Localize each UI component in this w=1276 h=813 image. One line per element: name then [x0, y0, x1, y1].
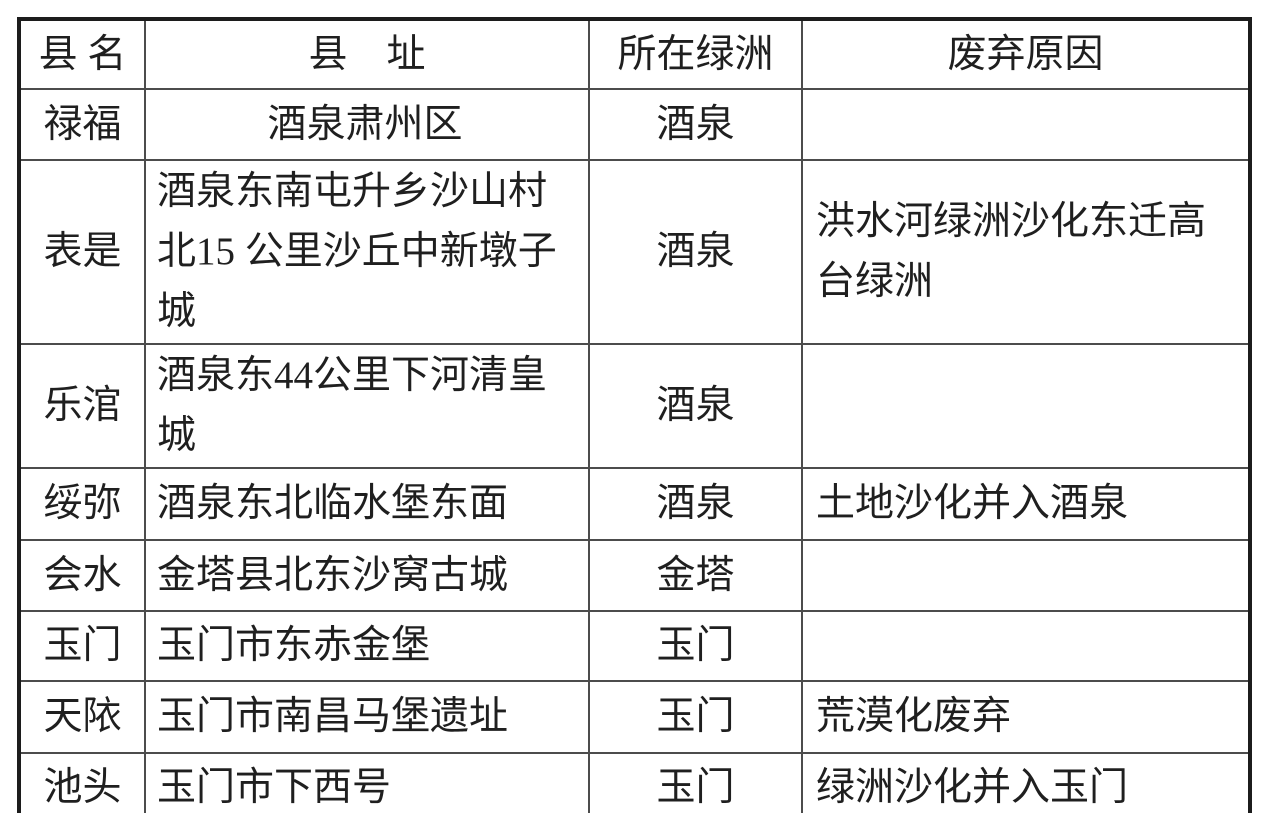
table-row: 绥弥 酒泉东北临水堡东面 酒泉 土地沙化并入酒泉 [18, 467, 1251, 541]
county-address-cell: 金塔县北东沙窝古城 [144, 539, 590, 612]
oasis-cell: 金塔 [588, 539, 803, 612]
table-row: 乐涫 酒泉东44公里下河清皇城 酒泉 [18, 343, 1251, 469]
county-name-cell: 会水 [18, 539, 146, 612]
county-name-cell: 池头 [18, 752, 146, 813]
table-row: 天䧇 玉门市南昌马堡遗址 玉门 荒漠化废弃 [18, 680, 1251, 754]
table-row: 禄福 酒泉肃州区 酒泉 [18, 88, 1251, 161]
reason-cell: 洪水河绿洲沙化东迁高台绿洲 [801, 159, 1251, 345]
abandoned-counties-table: 县 名 县 址 所在绿洲 废弃原因 禄福 酒泉肃州区 酒泉 表是 酒泉东南屯升乡… [17, 17, 1252, 813]
oasis-cell: 玉门 [588, 610, 803, 682]
reason-cell [801, 343, 1251, 469]
reason-cell: 荒漠化废弃 [801, 680, 1251, 754]
reason-cell [801, 610, 1251, 682]
header-county-name: 县 名 [18, 18, 146, 90]
county-name-cell: 表是 [18, 159, 146, 345]
county-address-cell: 玉门市下西号 [144, 752, 590, 813]
reason-cell: 绿洲沙化并入玉门 [801, 752, 1251, 813]
table-row: 会水 金塔县北东沙窝古城 金塔 [18, 539, 1251, 612]
header-oasis: 所在绿洲 [588, 18, 803, 90]
county-name-cell: 玉门 [18, 610, 146, 682]
header-row: 县 名 县 址 所在绿洲 废弃原因 [18, 18, 1251, 90]
oasis-cell: 酒泉 [588, 159, 803, 345]
county-address-cell: 酒泉东北临水堡东面 [144, 467, 590, 541]
oasis-cell: 酒泉 [588, 88, 803, 161]
county-name-cell: 禄福 [18, 88, 146, 161]
header-abandon-reason: 废弃原因 [801, 18, 1251, 90]
reason-cell [801, 88, 1251, 161]
county-address-cell: 酒泉肃州区 [144, 88, 590, 161]
county-address-cell: 酒泉东南屯升乡沙山村北15 公里沙丘中新墩子城 [144, 159, 590, 345]
table-row: 表是 酒泉东南屯升乡沙山村北15 公里沙丘中新墩子城 酒泉 洪水河绿洲沙化东迁高… [18, 159, 1251, 345]
county-name-cell: 天䧇 [18, 680, 146, 754]
table-row: 玉门 玉门市东赤金堡 玉门 [18, 610, 1251, 682]
header-county-address: 县 址 [144, 18, 590, 90]
county-name-cell: 绥弥 [18, 467, 146, 541]
county-name-cell: 乐涫 [18, 343, 146, 469]
oasis-cell: 酒泉 [588, 343, 803, 469]
oasis-cell: 酒泉 [588, 467, 803, 541]
table-row: 池头 玉门市下西号 玉门 绿洲沙化并入玉门 [18, 752, 1251, 813]
oasis-cell: 玉门 [588, 680, 803, 754]
reason-cell: 土地沙化并入酒泉 [801, 467, 1251, 541]
county-address-cell: 玉门市南昌马堡遗址 [144, 680, 590, 754]
oasis-cell: 玉门 [588, 752, 803, 813]
reason-cell [801, 539, 1251, 612]
county-address-cell: 酒泉东44公里下河清皇城 [144, 343, 590, 469]
county-address-cell: 玉门市东赤金堡 [144, 610, 590, 682]
